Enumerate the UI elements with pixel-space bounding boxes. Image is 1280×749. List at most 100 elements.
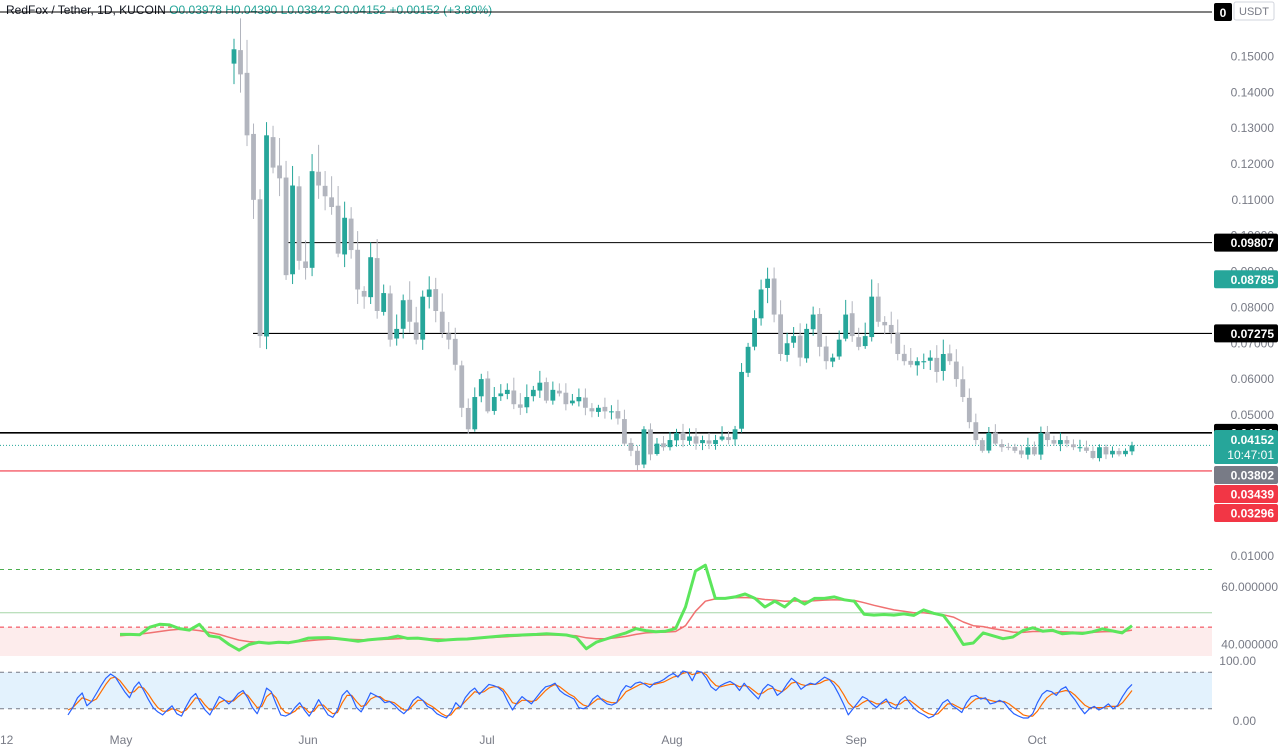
candle: [277, 138, 282, 197]
candle-body: [290, 185, 295, 275]
candle-body: [303, 261, 308, 268]
candle: [765, 267, 770, 304]
legend-symbol[interactable]: RedFox / Tether, 1D, KUCOIN: [6, 3, 166, 17]
candle: [257, 189, 263, 348]
candle-body: [888, 324, 894, 333]
candle: [1018, 445, 1024, 459]
candle: [784, 332, 790, 362]
candle-body: [596, 407, 601, 412]
candle: [459, 360, 465, 418]
candle-body: [498, 393, 504, 397]
candle: [1038, 426, 1044, 460]
candle-body: [1058, 440, 1063, 445]
candle-body: [843, 314, 849, 339]
candle-body: [439, 311, 445, 333]
legend-low: L0.03842: [280, 3, 331, 17]
candle-body: [648, 429, 653, 455]
support-label-box: [1214, 485, 1278, 503]
time-tick-label: May: [110, 733, 133, 747]
candle-body: [940, 354, 946, 371]
osc-fast-line: [120, 563, 1133, 652]
candle-body: [966, 397, 972, 423]
candle: [231, 38, 237, 85]
candle-body: [316, 171, 321, 186]
ma-label: 0.08785: [1231, 273, 1275, 287]
candle-body: [277, 165, 282, 179]
resistance-label-2: 0.07275: [1231, 327, 1275, 341]
candle-body: [1090, 450, 1096, 458]
price-tick-label: 0.05000: [1231, 408, 1275, 422]
time-tick-label: Aug: [661, 733, 682, 747]
candle: [309, 154, 315, 277]
candle-body: [1103, 446, 1109, 455]
candle-body: [296, 186, 302, 261]
candle-body: [752, 318, 757, 347]
candle: [778, 300, 784, 362]
top-line-box: [1214, 3, 1232, 21]
candle-body: [426, 289, 432, 297]
candle-body: [615, 411, 621, 419]
candle-body: [485, 378, 491, 412]
candle-body: [1005, 446, 1011, 448]
candle: [472, 387, 478, 432]
candle: [719, 426, 725, 442]
candle-body: [628, 442, 634, 451]
candle-body: [231, 49, 237, 64]
candle-body: [543, 382, 549, 401]
candle-body: [563, 392, 569, 405]
candle: [895, 319, 901, 361]
candle: [1071, 439, 1076, 451]
candle: [817, 308, 823, 357]
candle-body: [283, 177, 289, 276]
candle-body: [348, 218, 354, 251]
candle: [934, 345, 940, 383]
candle-body: [680, 432, 686, 441]
rsi-tick-label: 100.00: [1219, 654, 1256, 668]
candle: [836, 330, 842, 360]
candle: [283, 160, 289, 280]
candle-body: [771, 278, 777, 315]
candle-body: [394, 328, 400, 339]
currency-label: USDT: [1239, 6, 1269, 18]
candle: [1103, 444, 1109, 460]
candle-body: [322, 185, 328, 197]
low-label-box: [1214, 504, 1278, 522]
candle-body: [1018, 450, 1024, 455]
currency-badge: [1233, 1, 1275, 21]
candle: [439, 293, 445, 338]
candle: [615, 399, 621, 425]
candle: [589, 403, 595, 418]
candle-body: [511, 390, 517, 405]
candle: [1077, 439, 1083, 452]
candle-body: [582, 397, 588, 408]
candle-body: [986, 432, 992, 451]
price-tick-label: 0.15000: [1231, 49, 1275, 63]
candle: [335, 185, 341, 258]
candle-body: [465, 407, 471, 430]
candle-body: [687, 436, 692, 441]
candle: [596, 404, 601, 417]
candle: [758, 279, 764, 326]
candle-body: [576, 397, 582, 402]
candle: [374, 239, 380, 319]
candle: [713, 434, 718, 450]
candle: [797, 323, 803, 367]
candle: [661, 436, 666, 451]
candle: [1051, 435, 1057, 447]
candle: [238, 18, 243, 93]
candle: [921, 353, 927, 370]
price-tick-label: 0.14000: [1231, 85, 1275, 99]
low-label: 0.03296: [1231, 507, 1275, 521]
price-tick-label: 0.08000: [1231, 300, 1275, 314]
candle-body: [1129, 445, 1135, 452]
candle: [752, 310, 757, 351]
candle-body: [368, 257, 374, 298]
candle-body: [849, 313, 855, 337]
candle: [888, 311, 894, 344]
candle: [927, 350, 933, 371]
candle-body: [387, 293, 393, 340]
candle: [433, 277, 439, 323]
candle-body: [921, 361, 927, 363]
candle: [400, 294, 406, 339]
